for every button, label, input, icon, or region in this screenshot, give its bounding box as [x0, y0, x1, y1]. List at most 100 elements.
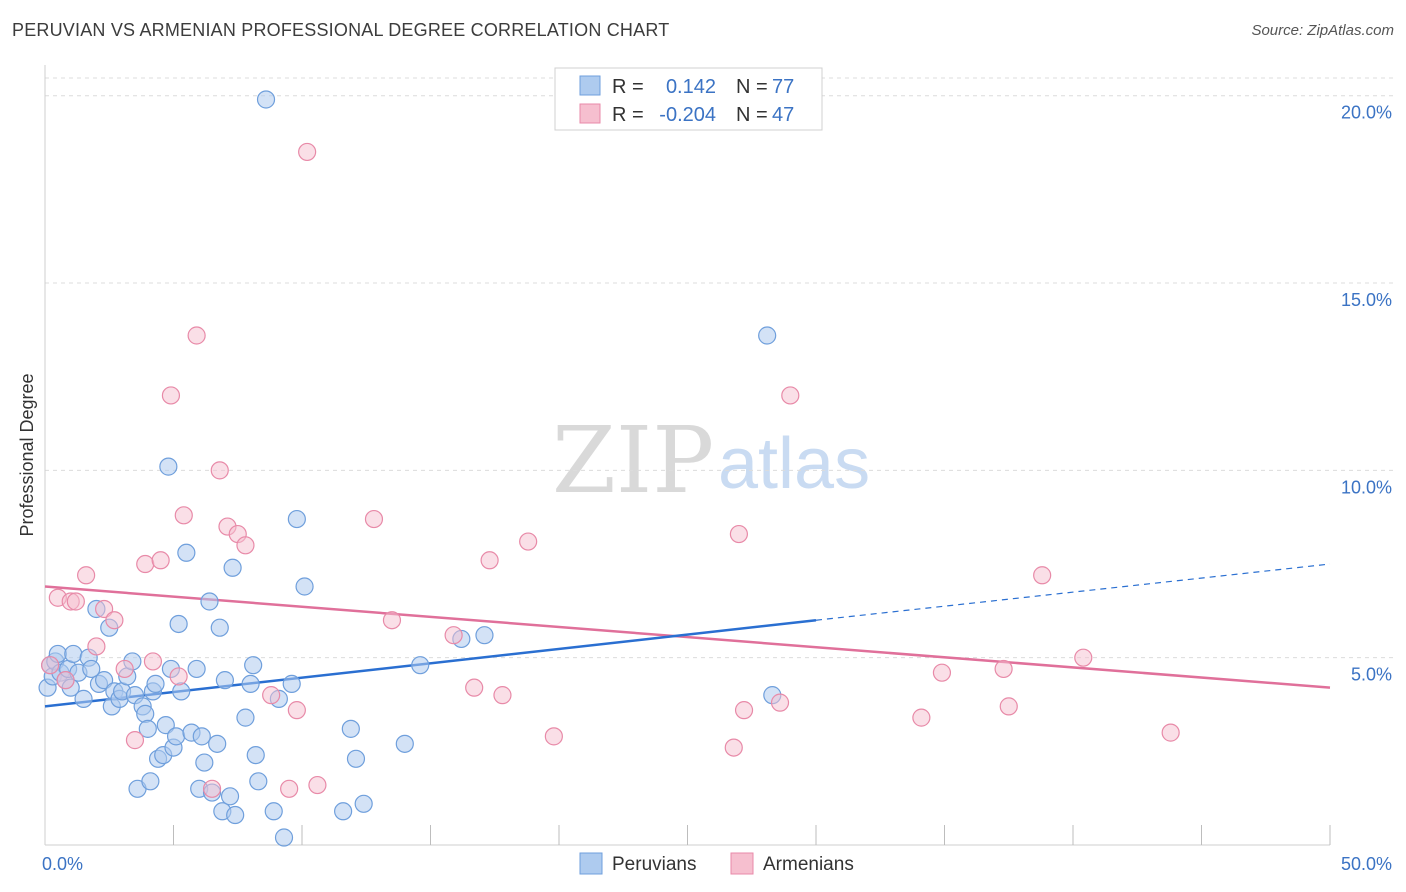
peruvians-point-60 [249, 772, 268, 791]
y-axis-label: Professional Degree [17, 373, 37, 536]
armenians-point-24 [280, 779, 299, 798]
trend-lines [44, 563, 1331, 708]
peruvians-point-53 [220, 787, 240, 806]
bottom-legend-armenians: Armenians [763, 854, 854, 875]
peruvians-point-56 [236, 708, 255, 727]
armenians-point-39 [770, 693, 790, 712]
peruvians-point-39 [169, 614, 188, 634]
grid-lines [45, 77, 1395, 659]
armenians-point-43 [994, 659, 1013, 679]
peruvians-point-47 [200, 592, 219, 611]
armenians-point-5 [77, 566, 96, 585]
peruvians-point-76 [758, 326, 777, 345]
armenians-point-0 [41, 656, 60, 675]
peruvians-point-9 [64, 644, 83, 664]
peruvians-point-58 [244, 656, 263, 675]
armenians-point-46 [1074, 648, 1093, 667]
armenians-point-31 [465, 678, 484, 697]
chart-title: PERUVIAN VS ARMENIAN PROFESSIONAL DEGREE… [12, 20, 670, 40]
armenians-point-25 [287, 701, 306, 720]
peruvians-point-59 [246, 745, 265, 765]
armenians-point-38 [734, 701, 754, 720]
peruvians-point-66 [287, 509, 306, 529]
peruvians-point-40 [172, 682, 191, 701]
peruvians-point-69 [341, 719, 360, 738]
armenians-point-36 [724, 738, 743, 757]
correlation-legend: R = 0.142 N = 77 R = -0.204 N = 47 [554, 67, 823, 131]
armenians-point-2 [56, 671, 75, 690]
peruvians-point-49 [208, 734, 227, 753]
armenians-trend-line [44, 585, 1331, 689]
watermark-atlas: atlas [718, 424, 870, 504]
peruvians-point-71 [354, 794, 373, 813]
armenians-point-34 [519, 532, 538, 551]
armenians-point-16 [174, 506, 193, 525]
peruvians-point-16 [95, 671, 114, 690]
peruvians-point-61 [256, 90, 276, 109]
bottom-legend-swatch-armenians [730, 852, 754, 875]
peruvians-point-41 [177, 543, 196, 562]
tick-labels: 5.0% 10.0% 15.0% 20.0% 0.0% 50.0% [42, 103, 1392, 874]
armenians-point-13 [151, 551, 170, 570]
y-tick-label-2: 15.0% [1341, 290, 1392, 310]
armenians-point-40 [781, 386, 800, 405]
y-tick-label-1: 10.0% [1341, 477, 1392, 497]
armenians-point-45 [1033, 566, 1052, 585]
legend-n-value-peruvians: 77 [772, 76, 794, 98]
y-tick-label-0: 5.0% [1351, 665, 1392, 685]
peruvians-point-57 [241, 674, 260, 694]
peruvians-point-52 [215, 671, 234, 690]
legend-r-label-peruvians: R = [612, 76, 644, 98]
armenians-point-15 [169, 667, 188, 686]
peruvians-point-55 [226, 805, 245, 825]
legend-n-label-armenians: N = [736, 104, 768, 126]
peruvians-point-65 [282, 674, 301, 694]
peruvians-point-54 [223, 558, 242, 577]
armenians-point-23 [262, 686, 281, 705]
armenians-point-12 [143, 652, 163, 671]
peruvians-point-45 [192, 727, 211, 746]
armenians-point-22 [236, 536, 255, 555]
peruvians-point-62 [264, 802, 283, 821]
armenians-point-44 [999, 697, 1018, 716]
peruvians-point-72 [395, 734, 414, 753]
legend-r-value-peruvians: 0.142 [666, 76, 716, 98]
armenians-point-9 [115, 659, 134, 679]
peruvians-point-46 [195, 753, 214, 772]
armenians-point-19 [210, 461, 229, 480]
bottom-legend-swatch-peruvians [579, 852, 603, 875]
peruvians-point-43 [187, 659, 206, 679]
peruvians-point-64 [274, 828, 294, 847]
armenians-point-32 [480, 551, 499, 570]
x-tick-label-1: 50.0% [1341, 854, 1392, 874]
armenians-points [41, 142, 1180, 798]
peruvians-point-50 [210, 618, 229, 637]
peruvians-point-31 [146, 674, 165, 694]
x-tick-label-0: 0.0% [42, 854, 83, 874]
peruvians-point-73 [411, 656, 430, 675]
peruvians-point-67 [295, 577, 314, 596]
armenians-point-8 [105, 611, 124, 630]
peruvians-point-75 [475, 626, 494, 645]
armenians-point-30 [444, 626, 463, 645]
armenians-point-28 [364, 509, 384, 529]
source-label: Source: ZipAtlas.com [1251, 22, 1394, 39]
legend-r-value-armenians: -0.204 [659, 104, 716, 126]
peruvians-point-70 [346, 749, 366, 768]
y-tick-label-3: 20.0% [1341, 103, 1392, 123]
armenians-point-17 [187, 326, 206, 345]
peruvians-point-27 [136, 704, 155, 723]
armenians-point-6 [87, 637, 106, 656]
peruvians-point-38 [166, 727, 186, 746]
armenians-point-33 [493, 686, 512, 705]
armenians-point-26 [298, 142, 317, 162]
armenians-point-4 [66, 592, 85, 611]
axes [44, 65, 1331, 846]
armenians-point-11 [136, 554, 155, 574]
armenians-point-37 [729, 524, 749, 544]
armenians-point-47 [1161, 723, 1180, 742]
peruvians-point-28 [138, 719, 157, 738]
legend-swatch-peruvians [579, 75, 601, 96]
peruvians-point-68 [334, 802, 353, 821]
